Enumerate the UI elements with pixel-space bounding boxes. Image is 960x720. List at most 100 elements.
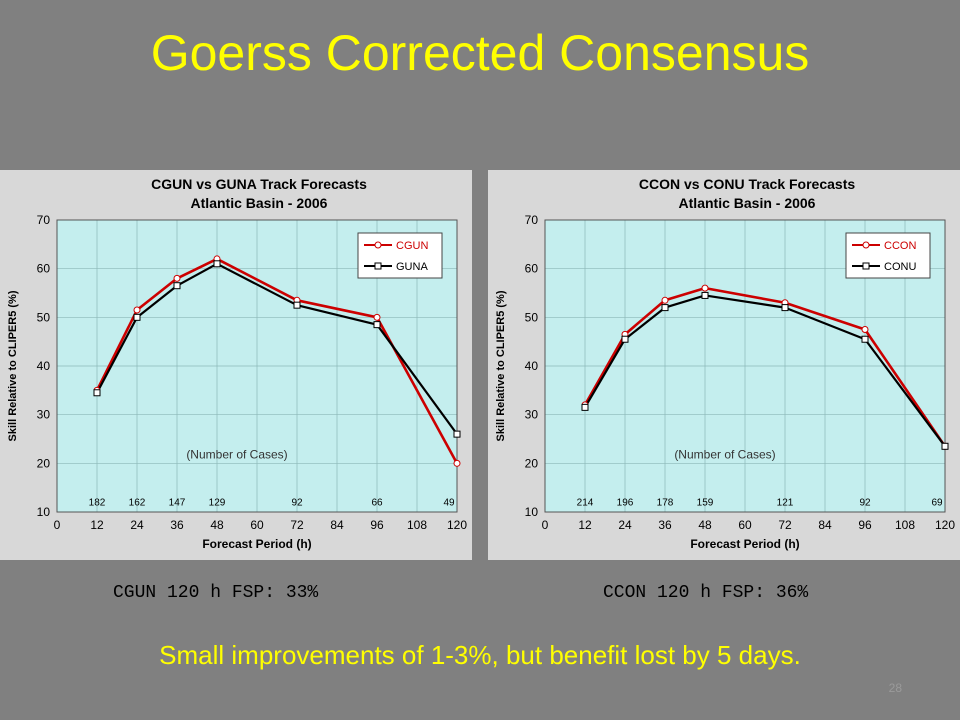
x-tick-label: 120 (935, 518, 955, 532)
x-tick-label: 24 (130, 518, 144, 532)
y-axis-label: Skill Relative to CLIPER5 (%) (7, 290, 19, 441)
annotation-number-of-cases: (Number of Cases) (674, 447, 775, 461)
y-axis-label: Skill Relative to CLIPER5 (%) (495, 290, 507, 441)
x-tick-label: 120 (447, 518, 467, 532)
x-tick-label: 108 (407, 518, 427, 532)
data-point-guna (213, 260, 221, 268)
x-tick-label: 108 (895, 518, 915, 532)
data-point-conu (661, 304, 669, 312)
legend-marker (862, 262, 870, 270)
x-tick-label: 36 (658, 518, 672, 532)
case-count-label: 92 (859, 498, 871, 509)
legend-marker (374, 241, 382, 249)
legend-label: CONU (884, 261, 916, 273)
case-count-label: 159 (697, 498, 714, 509)
case-count-label: 92 (291, 498, 303, 509)
data-point-guna (373, 321, 381, 329)
x-tick-label: 60 (250, 518, 264, 532)
y-tick-label: 10 (525, 505, 539, 519)
data-point-conu (621, 335, 629, 343)
data-point-ccon (701, 284, 709, 292)
case-count-label: 196 (617, 498, 634, 509)
data-point-cgun (173, 274, 181, 282)
x-tick-label: 12 (578, 518, 592, 532)
x-tick-label: 48 (210, 518, 224, 532)
data-point-conu (701, 291, 709, 299)
data-point-cgun (133, 306, 141, 314)
y-tick-label: 20 (525, 456, 539, 470)
case-count-label: 162 (129, 498, 146, 509)
summary-note: Small improvements of 1-3%, but benefit … (159, 640, 801, 670)
case-count-label: 121 (777, 498, 794, 509)
y-tick-label: 50 (37, 310, 51, 324)
chart-title: CCON vs CONU Track Forecasts (639, 176, 856, 192)
y-tick-label: 60 (525, 262, 539, 276)
legend-box (357, 232, 443, 279)
x-tick-label: 72 (290, 518, 304, 532)
y-tick-label: 70 (525, 213, 539, 227)
case-count-label: 69 (931, 498, 943, 509)
y-tick-label: 60 (37, 262, 51, 276)
caption-left: CGUN 120 h FSP: 33% (113, 583, 319, 603)
y-tick-label: 40 (37, 359, 51, 373)
x-tick-label: 12 (90, 518, 104, 532)
x-tick-label: 60 (738, 518, 752, 532)
chart-title: CGUN vs GUNA Track Forecasts (151, 176, 367, 192)
case-count-label: 66 (371, 498, 383, 509)
case-count-label: 49 (443, 498, 455, 509)
x-tick-label: 0 (542, 518, 549, 532)
x-axis-label: Forecast Period (h) (202, 537, 311, 551)
x-tick-label: 24 (618, 518, 632, 532)
plot-border (544, 219, 946, 513)
data-point-conu (941, 442, 949, 450)
case-count-label: 182 (89, 498, 106, 509)
y-tick-label: 20 (37, 456, 51, 470)
legend-label: GUNA (396, 261, 428, 273)
data-point-ccon (861, 326, 869, 333)
legend-marker (374, 262, 382, 270)
data-point-guna (293, 301, 301, 309)
case-count-label: 147 (169, 498, 186, 509)
data-point-cgun (453, 459, 461, 467)
y-tick-label: 10 (37, 505, 51, 519)
data-point-guna (453, 430, 461, 438)
data-point-guna (93, 389, 101, 397)
x-tick-label: 48 (698, 518, 712, 532)
legend-label: CCON (884, 240, 916, 252)
data-point-conu (581, 403, 589, 411)
x-tick-label: 72 (778, 518, 792, 532)
chart-panel-ccon-conu: CCON vs CONU Track Forecasts Atlantic Bas… (488, 170, 960, 560)
legend-label: CGUN (396, 240, 428, 252)
x-tick-label: 96 (370, 518, 384, 532)
x-axis-label: Forecast Period (h) (690, 537, 799, 551)
x-tick-label: 84 (330, 518, 344, 532)
slide-title: Goerss Corrected Consensus (150, 25, 810, 81)
y-tick-label: 40 (525, 359, 539, 373)
case-count-label: 178 (657, 498, 674, 509)
page-number: 28 (888, 681, 902, 695)
x-tick-label: 96 (858, 518, 872, 532)
data-point-conu (861, 335, 869, 343)
chart-cgun-guna: CGUN vs GUNA Track Forecasts Atlantic Bas… (0, 170, 472, 560)
chart-ccon-conu: CCON vs CONU Track Forecasts Atlantic Bas… (488, 170, 960, 560)
case-count-label: 129 (209, 498, 226, 509)
y-tick-label: 30 (525, 408, 539, 422)
chart-panel-cgun-guna: CGUN vs GUNA Track Forecasts Atlantic Bas… (0, 170, 472, 560)
x-tick-label: 84 (818, 518, 832, 532)
y-tick-label: 30 (37, 408, 51, 422)
data-point-cgun (373, 313, 381, 321)
data-point-guna (133, 313, 141, 321)
legend-box (845, 232, 931, 279)
case-count-label: 214 (577, 498, 594, 509)
y-tick-label: 50 (525, 310, 539, 324)
chart-subtitle: Atlantic Basin - 2006 (191, 195, 328, 211)
data-point-ccon (661, 296, 669, 304)
x-tick-label: 0 (54, 518, 61, 532)
chart-subtitle: Atlantic Basin - 2006 (679, 195, 816, 211)
caption-right: CCON 120 h FSP: 36% (603, 583, 809, 603)
annotation-number-of-cases: (Number of Cases) (186, 447, 287, 461)
x-tick-label: 36 (170, 518, 184, 532)
data-point-guna (173, 282, 181, 290)
legend-marker (862, 241, 870, 249)
data-point-conu (781, 304, 789, 312)
